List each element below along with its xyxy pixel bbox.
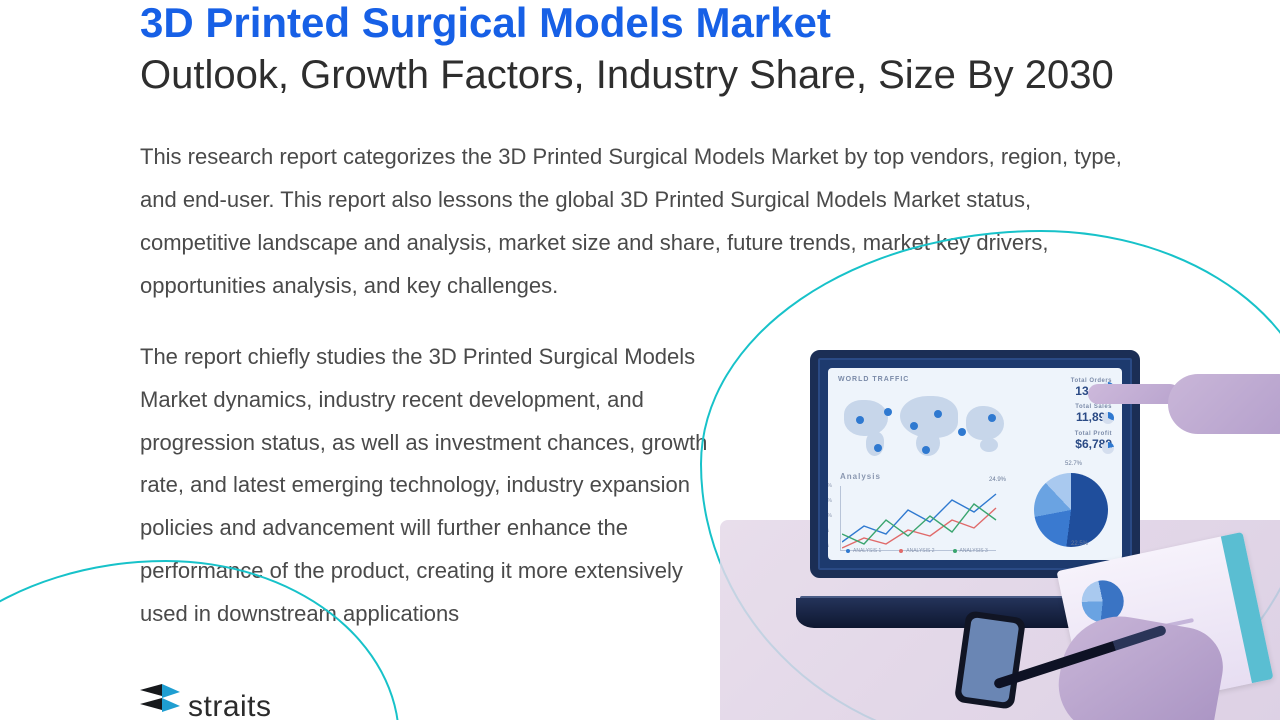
dashboard: WORLD TRAFFIC Total Orders13,678Total Sa…: [828, 368, 1122, 560]
dashboard-header: WORLD TRAFFIC: [838, 376, 909, 383]
report-slide: 3D Printed Surgical Models Market Outloo…: [0, 0, 1280, 720]
pie-chart: [1034, 473, 1108, 547]
analysis-label: Analysis: [840, 472, 881, 481]
mini-pie-2: [1102, 442, 1114, 454]
chart-legends: ANALYSIS 1ANALYSIS 2ANALYSIS 3: [846, 548, 988, 554]
world-map: [838, 388, 1008, 460]
pointing-hand: [1088, 360, 1280, 440]
smartphone: [954, 610, 1026, 709]
report-title: 3D Printed Surgical Models Market: [140, 0, 1140, 46]
report-subtitle: Outlook, Growth Factors, Industry Share,…: [140, 50, 1140, 100]
line-chart: 20%15%10%5%0%: [840, 486, 1000, 556]
